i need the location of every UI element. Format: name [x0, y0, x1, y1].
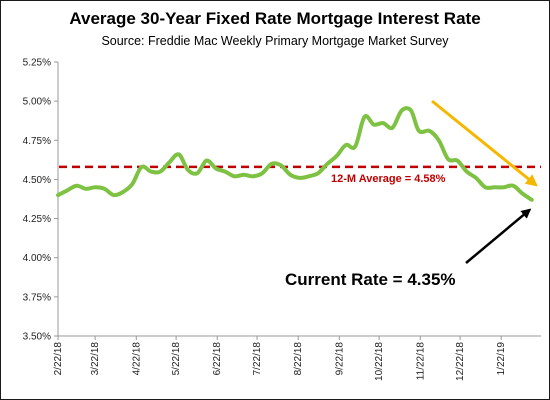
y-tick-label: 3.75% [23, 292, 51, 303]
y-tick-label: 4.75% [23, 136, 51, 147]
y-tick-label: 4.25% [23, 214, 51, 225]
y-axis-ticks: 3.50% 3.75% 4.00% 4.25% 4.50% 4.75% 5.00% 5.25% [23, 58, 58, 343]
x-tick-label: 4/22/18 [131, 342, 142, 376]
y-tick-label: 5.25% [23, 58, 51, 69]
series-line-mortgage-rate [56, 106, 534, 202]
x-tick-label: 2/22/18 [53, 342, 64, 376]
x-tick-label: 11/22/18 [415, 342, 426, 381]
x-tick-label: 9/22/18 [334, 342, 345, 376]
current-rate-arrow [465, 208, 532, 264]
trend-arrow [431, 99, 538, 187]
x-tick-label: 1/22/19 [496, 342, 507, 376]
y-tick-label: 3.50% [23, 332, 51, 343]
x-tick-label: 6/22/18 [212, 342, 223, 376]
current-rate-label: Current Rate = 4.35% [285, 270, 456, 289]
y-tick-label: 5.00% [23, 97, 51, 108]
chart-title: Average 30-Year Fixed Rate Mortgage Inte… [69, 9, 481, 28]
chart-subtitle: Source: Freddie Mac Weekly Primary Mortg… [101, 34, 449, 48]
x-tick-label: 5/22/18 [171, 342, 182, 376]
x-tick-label: 7/22/18 [252, 342, 263, 376]
average-label: 12-M Average = 4.58% [331, 173, 446, 185]
x-tick-label: 8/22/18 [293, 342, 304, 376]
x-tick-label: 10/22/18 [374, 342, 385, 381]
x-tick-label: 12/22/18 [455, 342, 466, 381]
y-tick-label: 4.00% [23, 253, 51, 264]
x-axis-ticks: 2/22/18 3/22/18 4/22/18 5/22/18 6/22/18 7/22/… [53, 336, 507, 381]
x-tick-label: 3/22/18 [90, 342, 101, 376]
y-tick-label: 4.50% [23, 175, 51, 186]
